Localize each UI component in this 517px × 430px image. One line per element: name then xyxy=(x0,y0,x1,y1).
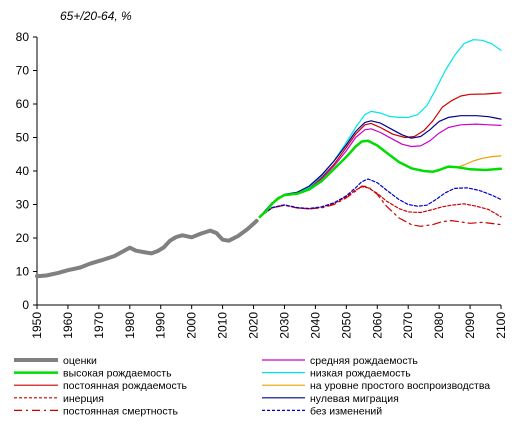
series-line-нулевая-миграция xyxy=(259,115,502,218)
y-tick-label: 80 xyxy=(16,30,30,44)
legend-label: средняя рождаемость xyxy=(310,355,418,367)
x-tick-label: 2100 xyxy=(494,312,508,339)
x-tick-label: 2030 xyxy=(277,312,291,339)
x-tick-label: 2070 xyxy=(401,312,415,339)
y-tick-label: 60 xyxy=(16,97,30,111)
series-line-постоянная-смертность xyxy=(259,185,502,227)
series-line-оценки xyxy=(35,218,259,279)
series-line-на-уровне-простого-воспроизводства xyxy=(259,140,502,218)
legend-label: оценки xyxy=(63,355,97,367)
x-tick-label: 2060 xyxy=(370,312,384,339)
legend-label: низкая рождаемость xyxy=(310,368,411,380)
x-tick-label: 1960 xyxy=(61,312,75,339)
x-tick-label: 2090 xyxy=(463,312,477,339)
y-tick-label: 30 xyxy=(16,198,30,212)
x-tick-label: 2020 xyxy=(247,312,261,339)
x-tick-label: 1950 xyxy=(30,312,44,339)
x-tick-label: 1980 xyxy=(123,312,137,339)
x-tick-label: 2010 xyxy=(216,312,230,339)
y-tick-label: 10 xyxy=(16,265,30,279)
legend-label: инерция xyxy=(63,393,104,405)
series-line-низкая-рождаемость xyxy=(259,39,502,218)
x-tick-label: 1990 xyxy=(154,312,168,339)
legend-label: постоянная смертность xyxy=(63,405,178,417)
x-tick-label: 2050 xyxy=(339,312,353,339)
series-line-постоянная-рождаемость xyxy=(259,92,502,218)
y-tick-label: 70 xyxy=(16,64,30,78)
series-line-высокая-рождаемость xyxy=(258,139,503,219)
y-axis-title: 65+/20-64, % xyxy=(60,9,132,23)
y-tick-label: 0 xyxy=(22,298,29,312)
y-tick-label: 20 xyxy=(16,231,30,245)
x-tick-label: 2080 xyxy=(432,312,446,339)
series-line-инерция xyxy=(259,186,502,218)
series-line-средняя-рождаемость xyxy=(259,123,502,218)
legend-label: на уровне простого воспроизводства xyxy=(310,380,490,392)
legend-label: высокая рождаемость xyxy=(63,368,172,380)
y-tick-label: 50 xyxy=(16,131,30,145)
chart-series-lines xyxy=(35,39,503,279)
x-tick-label: 1970 xyxy=(92,312,106,339)
x-tick-label: 2000 xyxy=(185,312,199,339)
series-line-без-изменений xyxy=(259,178,502,218)
legend-label: без изменений xyxy=(310,405,382,417)
y-tick-label: 40 xyxy=(16,164,30,178)
x-tick-label: 2040 xyxy=(308,312,322,339)
legend-label: нулевая миграция xyxy=(310,393,399,405)
legend-label: постоянная рождаемость xyxy=(63,380,188,392)
